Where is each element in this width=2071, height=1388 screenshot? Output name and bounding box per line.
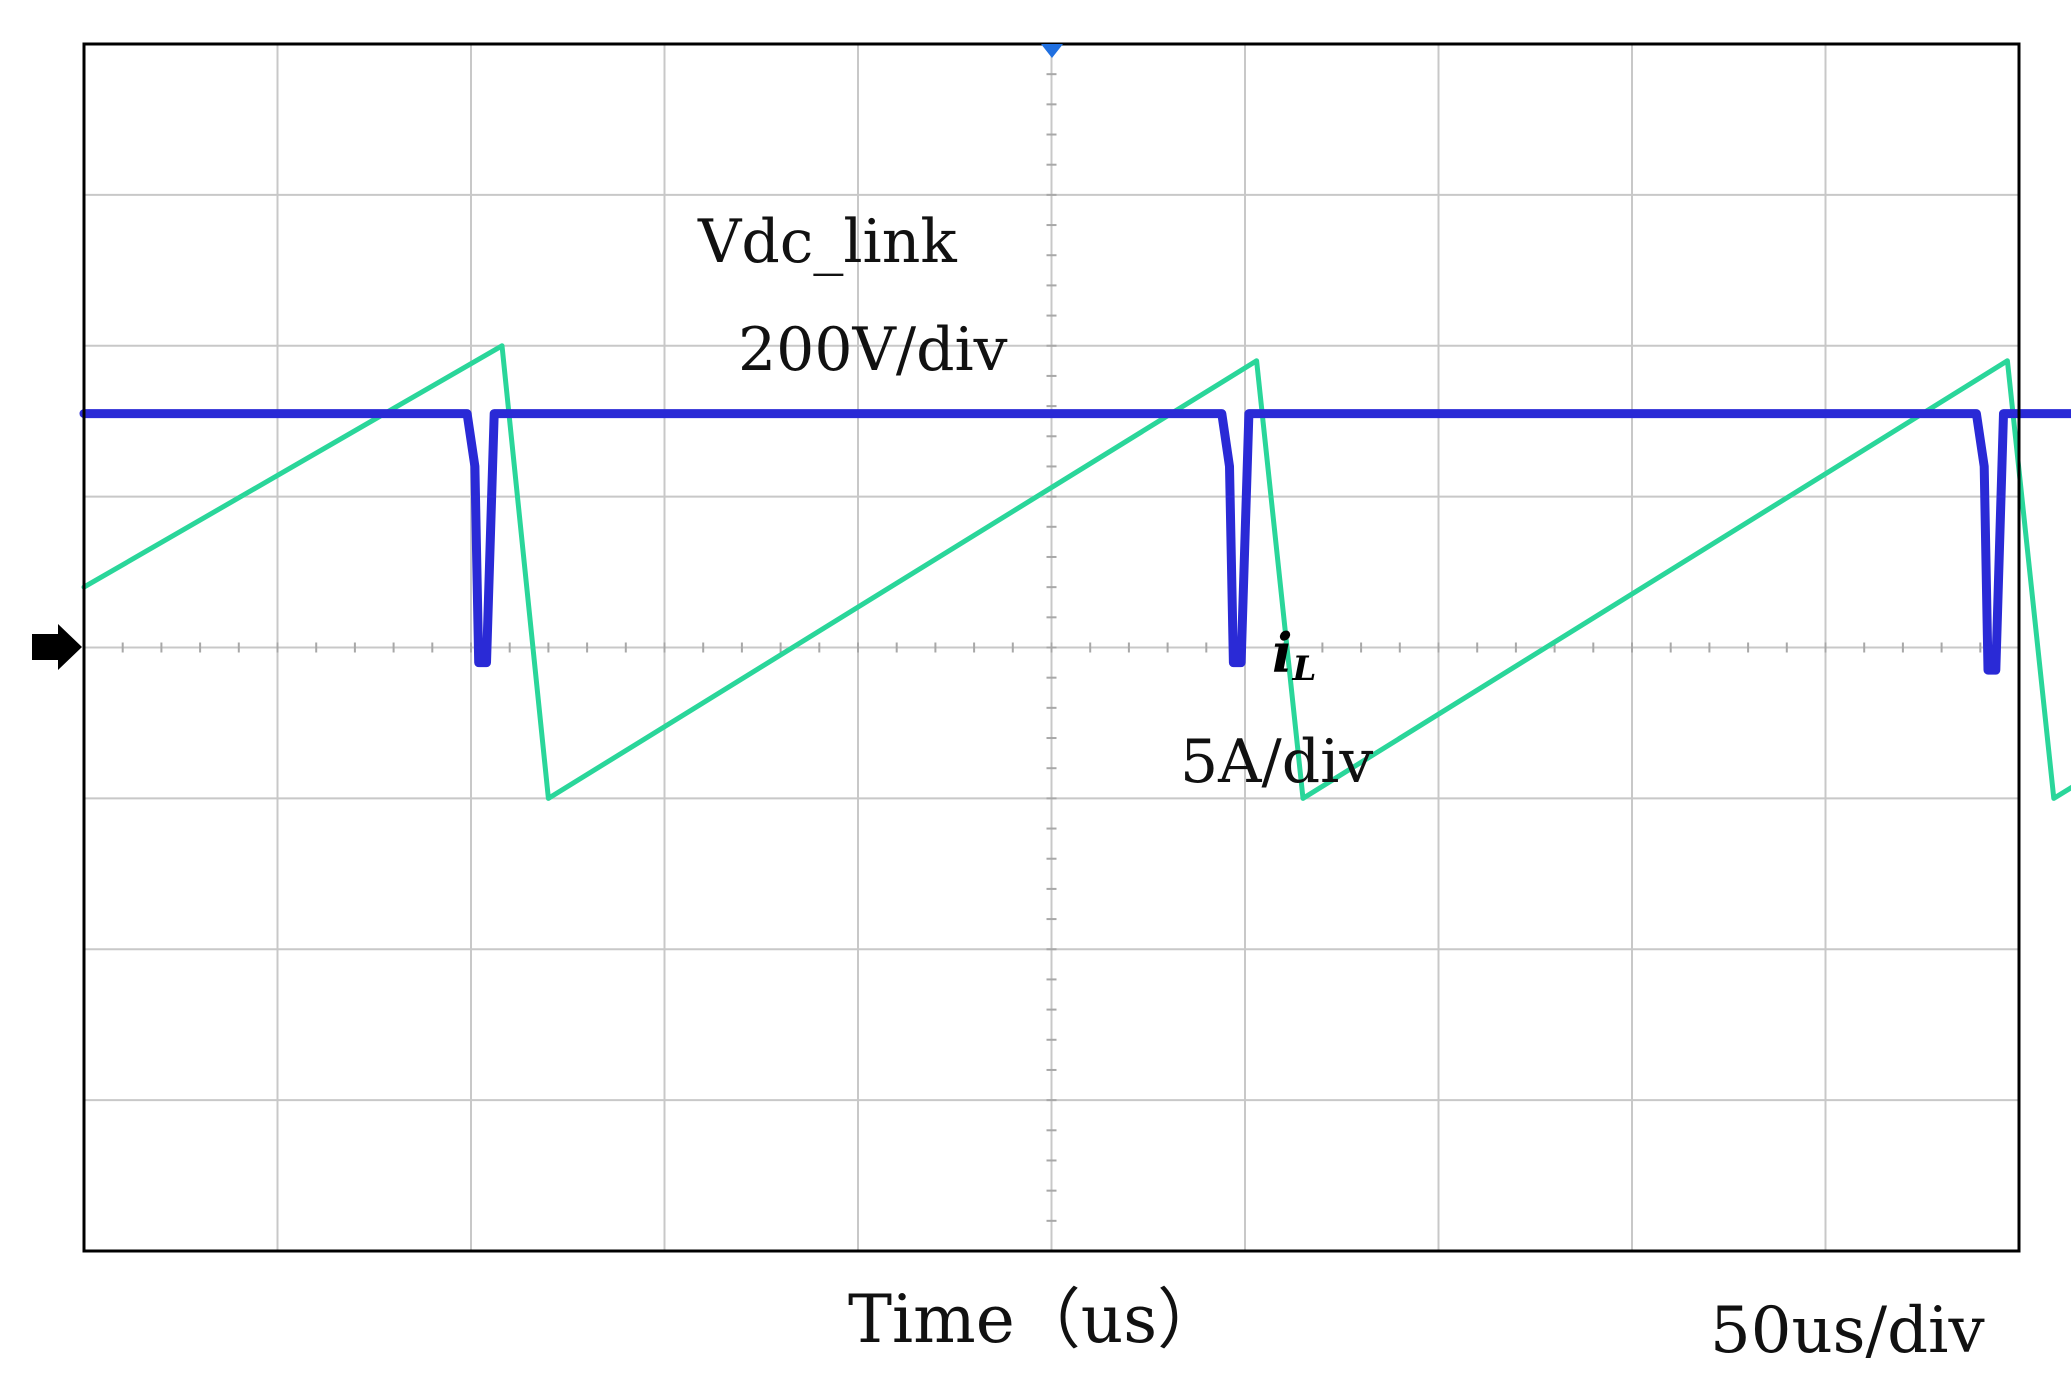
grid <box>83 43 2020 1252</box>
inductor-current-subscript: L <box>1292 649 1317 689</box>
ground-reference-arrow-icon <box>32 624 82 670</box>
vdc-link-scale-label: 200V/div <box>738 315 1008 385</box>
traces <box>79 343 2071 801</box>
inductor-current-label: iL <box>1272 621 1316 689</box>
vdc-link-label: Vdc_link <box>697 207 957 277</box>
inductor-current-scale-label: 5A/div <box>1180 727 1373 797</box>
inductor-current-symbol: i <box>1272 621 1293 685</box>
top-trigger-marker-icon <box>1041 44 1063 58</box>
trace-vdc-link <box>79 409 2071 675</box>
x-axis-label: Time（us） <box>848 1281 1223 1358</box>
trace-i-L <box>81 343 2071 801</box>
time-scale-label: 50us/div <box>1710 1294 1985 1368</box>
